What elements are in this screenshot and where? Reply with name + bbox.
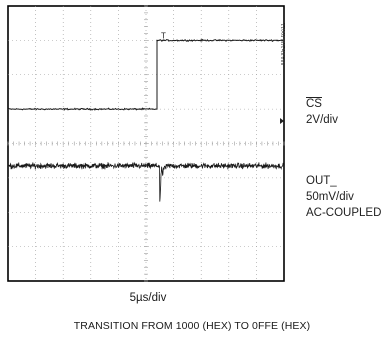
grid bbox=[7, 5, 285, 282]
trigger-marker: T bbox=[161, 31, 166, 40]
cs-level-arrow bbox=[280, 118, 284, 124]
cs-channel-name: CS bbox=[306, 98, 322, 110]
traces bbox=[7, 38, 285, 202]
out-channel-coupling: AC-COUPLED bbox=[306, 207, 382, 219]
part-number: MAX5104 toc11 bbox=[281, 22, 287, 65]
out-channel-name: OUT_ bbox=[306, 175, 337, 187]
chart-caption: TRANSITION FROM 1000 (HEX) TO 0FFE (HEX) bbox=[73, 320, 311, 332]
cs-trace bbox=[7, 38, 284, 111]
out-channel-scale: 50mV/div bbox=[306, 191, 354, 203]
x-axis-scale: 5µs/div bbox=[129, 292, 167, 304]
cs-channel-scale: 2V/div bbox=[306, 114, 338, 126]
out-trace bbox=[7, 161, 285, 202]
